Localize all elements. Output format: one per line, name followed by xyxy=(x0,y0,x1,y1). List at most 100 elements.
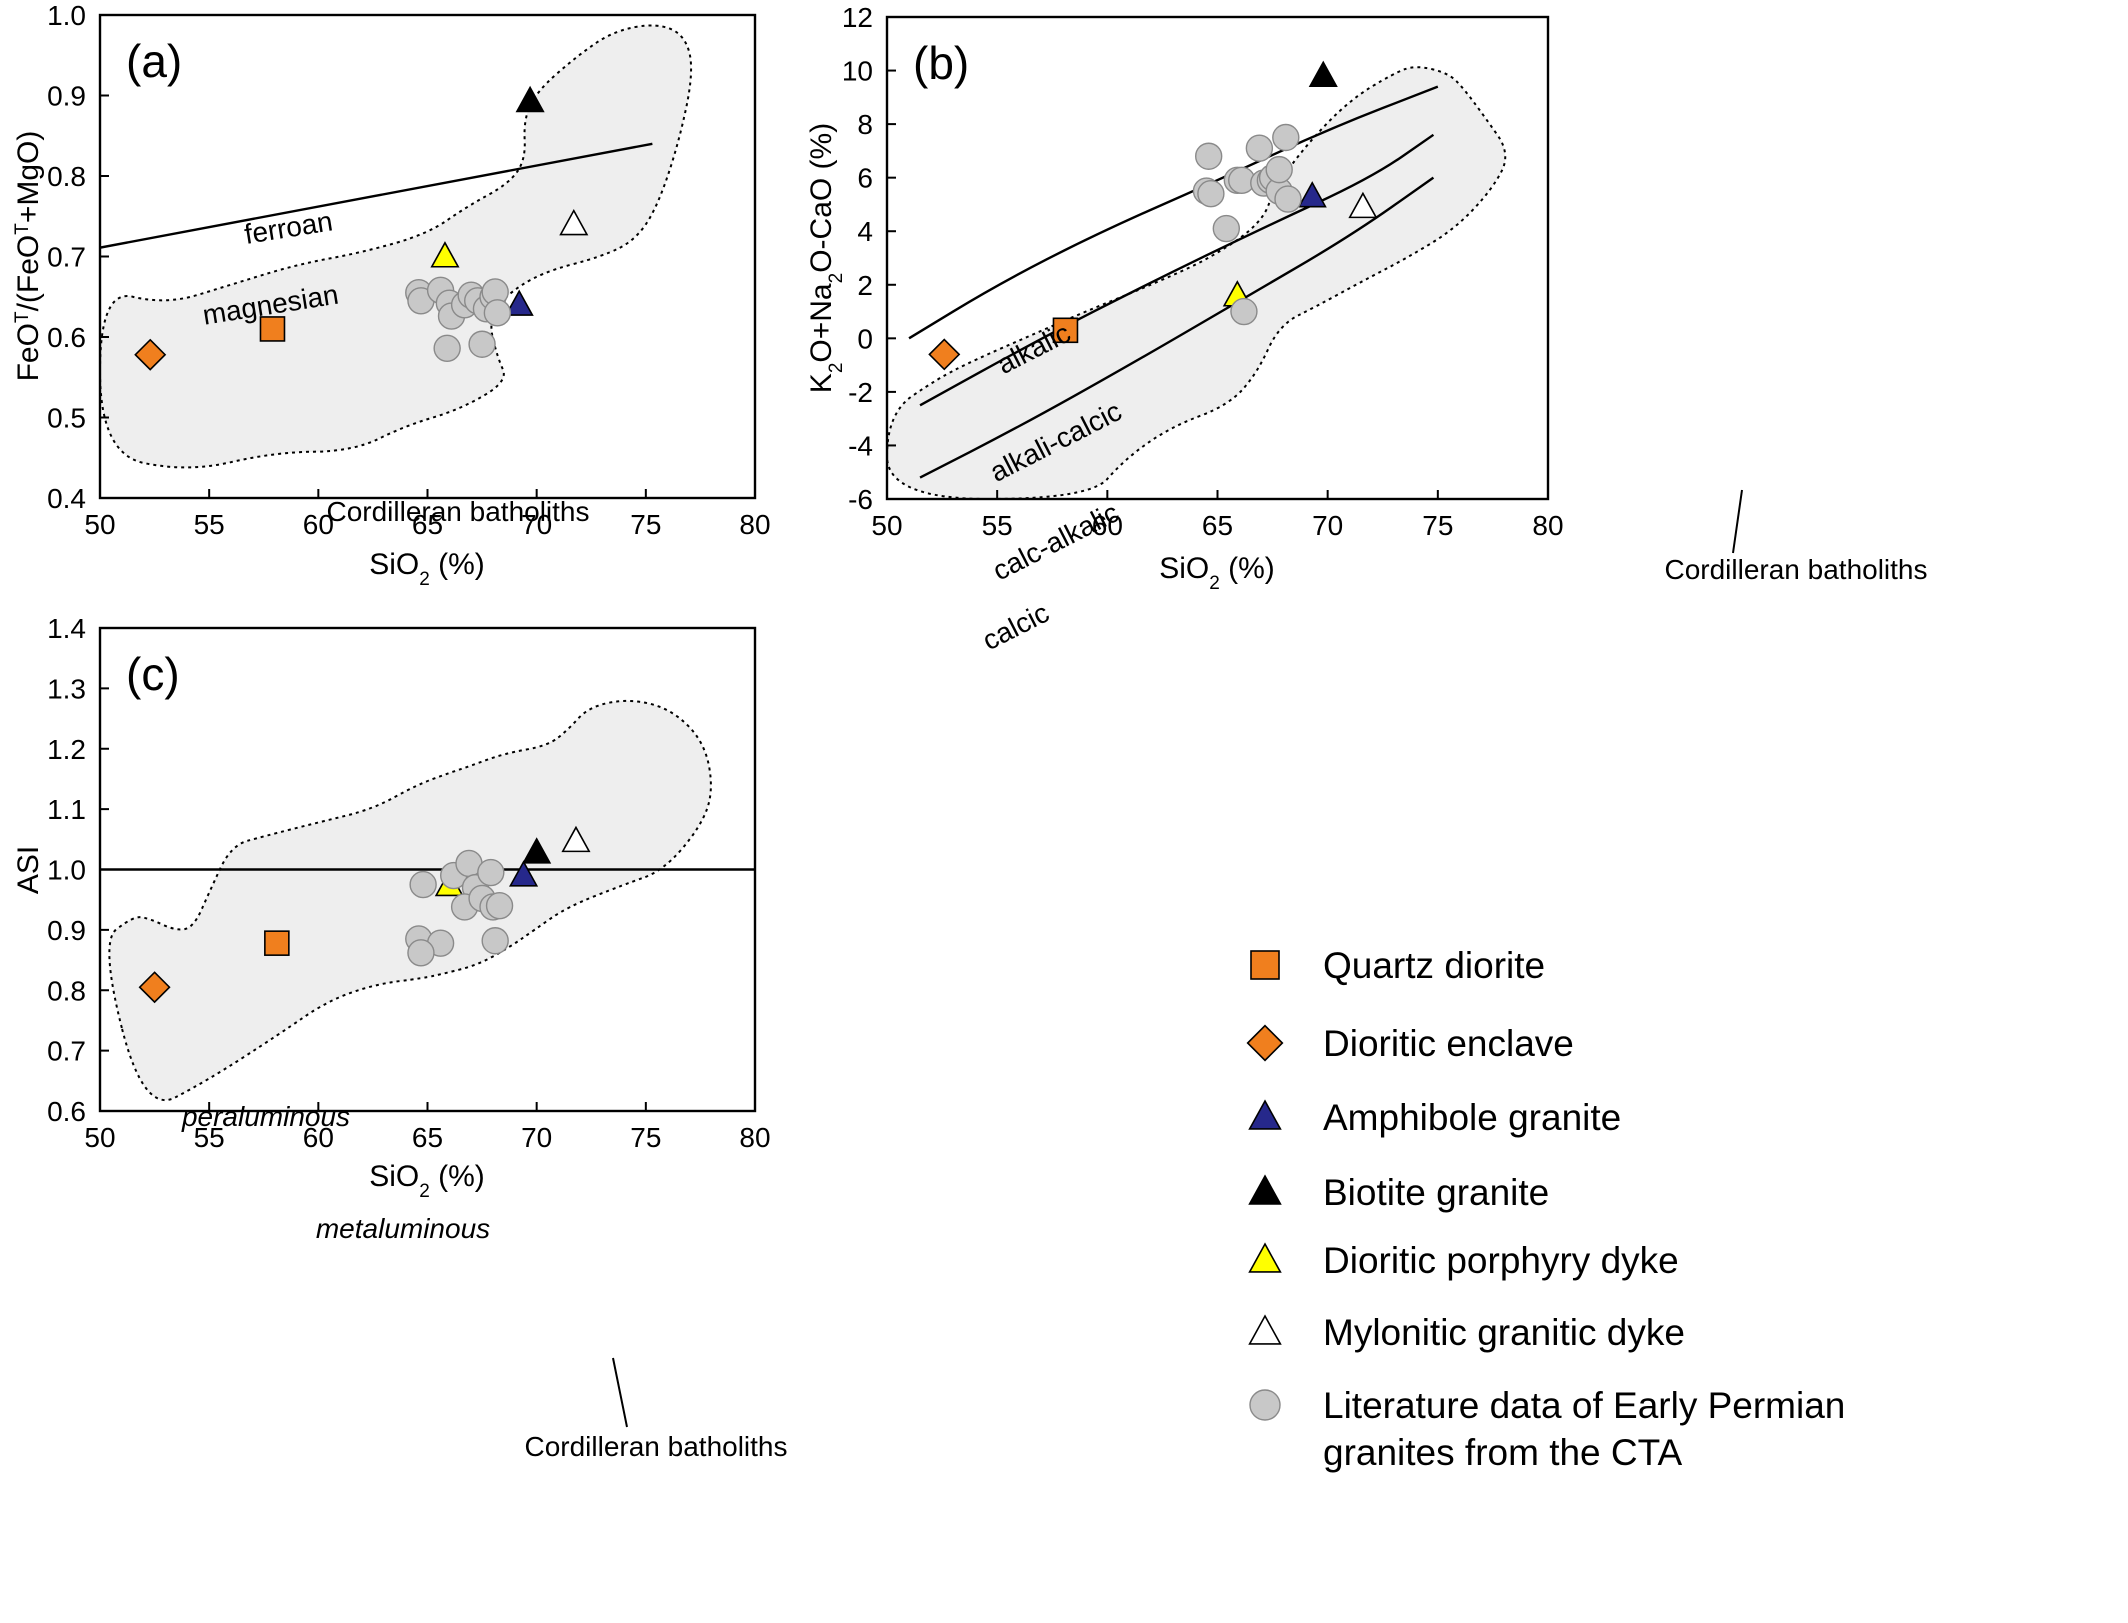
panel-a-feo-ratio-chart: 50 55 60 65 70 75 80 0.4 0.5 0.6 0.7 0.8 0.9 1.0 (a) Si… xyxy=(12,0,771,590)
cordilleran-field-outline xyxy=(100,24,693,469)
y-tick-label: 2 xyxy=(857,270,873,301)
literature-point-15 xyxy=(1230,297,1258,326)
biotite-granite-point-1 xyxy=(515,85,545,113)
plot-area xyxy=(887,60,1507,499)
amphibole-granite-point-1 xyxy=(504,289,534,316)
dioritic-porphyry-dyke-point-1 xyxy=(430,241,460,268)
x-tick-label: 75 xyxy=(630,1122,661,1153)
y-tick-label: 12 xyxy=(842,2,873,33)
legend-label-mylonitic-granitic-dyke: Mylonitic granitic dyke xyxy=(1323,1312,1685,1353)
x-tick-label: 55 xyxy=(982,510,1013,541)
legend-marker-amphibole-granite xyxy=(1248,1099,1282,1130)
x-axis-title: SiO2 (%) xyxy=(369,1160,485,1202)
y-tick-label: 10 xyxy=(842,56,873,87)
x-tick-label: 75 xyxy=(1422,510,1453,541)
x-tick-label: 70 xyxy=(1312,510,1343,541)
cordilleran-leader-line xyxy=(612,1357,628,1428)
metaluminous-label: metaluminous xyxy=(316,1213,490,1244)
cordilleran-field-fill xyxy=(100,25,692,468)
y-tick-label: 0.6 xyxy=(47,1096,86,1127)
y-tick-label: 8 xyxy=(857,109,873,140)
y-tick-label: -6 xyxy=(848,484,873,515)
cordilleran-field-label: Cordilleran batholiths xyxy=(326,496,589,527)
x-tick-label: 80 xyxy=(739,1122,770,1153)
legend-label-literature: Literature data of Early Permian xyxy=(1323,1385,1845,1426)
panel-letter: (b) xyxy=(913,37,969,89)
calcic-label: calcic xyxy=(977,597,1053,656)
literature-point-1 xyxy=(409,870,437,899)
x-tick-label: 80 xyxy=(1532,510,1563,541)
panel-letter: (a) xyxy=(126,35,182,87)
literature-point-5 xyxy=(477,858,505,887)
boundary-line-3 xyxy=(919,176,1435,479)
x-tick-label: 60 xyxy=(303,1122,334,1153)
legend-marker-dioritic-porphyry-dyke xyxy=(1248,1242,1282,1273)
dioritic-enclave-point-1 xyxy=(134,338,167,371)
x-axis-title: SiO2 (%) xyxy=(369,548,485,590)
cordilleran-field-fill xyxy=(109,700,711,1101)
boundary-line-2 xyxy=(919,133,1435,407)
y-tick-label: 0.7 xyxy=(47,242,86,273)
literature-point-11 xyxy=(1265,155,1293,184)
dioritic-enclave-point-1 xyxy=(138,971,171,1004)
y-tick-label: 1.1 xyxy=(47,794,86,825)
y-tick-label: -2 xyxy=(848,377,873,408)
x-tick-label: 50 xyxy=(871,510,902,541)
literature-point-13 xyxy=(1274,185,1302,213)
y-axis-title: ASI xyxy=(12,846,45,894)
legend-marker-mylonitic-granitic-dyke xyxy=(1248,1314,1282,1345)
x-tick-label: 75 xyxy=(630,509,661,540)
y-tick-label: 0.4 xyxy=(47,483,86,514)
x-tick-label: 60 xyxy=(1092,510,1123,541)
boundary-line-1 xyxy=(908,85,1439,340)
legend-label-biotite-granite: Biotite granite xyxy=(1323,1172,1549,1213)
y-tick-label: 1.0 xyxy=(47,855,86,886)
peraluminous-label: peraluminous xyxy=(181,1101,350,1132)
x-tick-label: 65 xyxy=(412,509,443,540)
x-tick-label: 55 xyxy=(194,509,225,540)
literature-point-13 xyxy=(468,330,496,358)
cordilleran-field-outline xyxy=(887,66,1507,499)
y-tick-label: 0 xyxy=(857,323,873,354)
y-tick-label: 0.8 xyxy=(47,975,86,1006)
legend-label-quartz-diorite: Quartz diorite xyxy=(1323,945,1545,986)
y-tick-label: 0.8 xyxy=(47,161,86,192)
biotite-granite-point-1 xyxy=(522,837,552,864)
y-tick-label: 0.9 xyxy=(47,81,86,112)
legend-label-dioritic-enclave: Dioritic enclave xyxy=(1323,1023,1574,1064)
y-tick-label: 4 xyxy=(857,216,873,247)
legend-label-literature-line2: granites from the CTA xyxy=(1323,1432,1682,1473)
biotite-granite-point-1 xyxy=(1308,60,1338,87)
legend: Quartz diorite Dioritic enclave Amphibole … xyxy=(1246,945,1845,1473)
y-axis-title: FeOT/(FeOT+MgO) xyxy=(12,131,46,382)
x-tick-label: 80 xyxy=(739,509,770,540)
boundary-line xyxy=(100,142,653,249)
x-tick-label: 50 xyxy=(84,1122,115,1153)
panel-b-maltic-chart: 50 55 60 65 70 75 80 -6 -4 -2 0 2 4 6 8 10 12 (b) SiO2 (%)… xyxy=(805,2,1928,656)
mylonitic-granitic-dyke-point-1 xyxy=(559,208,589,236)
quartz-diorite-point-1 xyxy=(264,930,290,956)
amphibole-granite-point-1 xyxy=(1297,181,1327,208)
legend-label-dioritic-porphyry-dyke: Dioritic porphyry dyke xyxy=(1323,1240,1679,1281)
cordilleran-field-fill xyxy=(887,67,1506,499)
literature-point-13 xyxy=(481,927,509,955)
panel-letter: (c) xyxy=(126,648,180,700)
y-tick-label: 0.9 xyxy=(47,915,86,946)
y-tick-label: 1.0 xyxy=(47,0,86,31)
x-tick-label: 65 xyxy=(412,1122,443,1153)
x-tick-label: 70 xyxy=(521,509,552,540)
literature-point-14 xyxy=(433,334,461,362)
x-tick-label: 65 xyxy=(1202,510,1233,541)
cordilleran-field-outline xyxy=(108,699,712,1102)
y-tick-label: 0.6 xyxy=(47,322,86,353)
y-tick-label: 1.2 xyxy=(47,734,86,765)
literature-point-12 xyxy=(1272,123,1300,152)
literature-point-3 xyxy=(1197,180,1225,208)
y-tick-label: 0.5 xyxy=(47,403,86,434)
mylonitic-granitic-dyke-point-1 xyxy=(561,825,591,853)
plot-area xyxy=(100,699,755,1102)
x-tick-label: 60 xyxy=(303,509,334,540)
literature-point-6 xyxy=(1245,134,1274,162)
literature-point-2 xyxy=(1194,142,1223,170)
